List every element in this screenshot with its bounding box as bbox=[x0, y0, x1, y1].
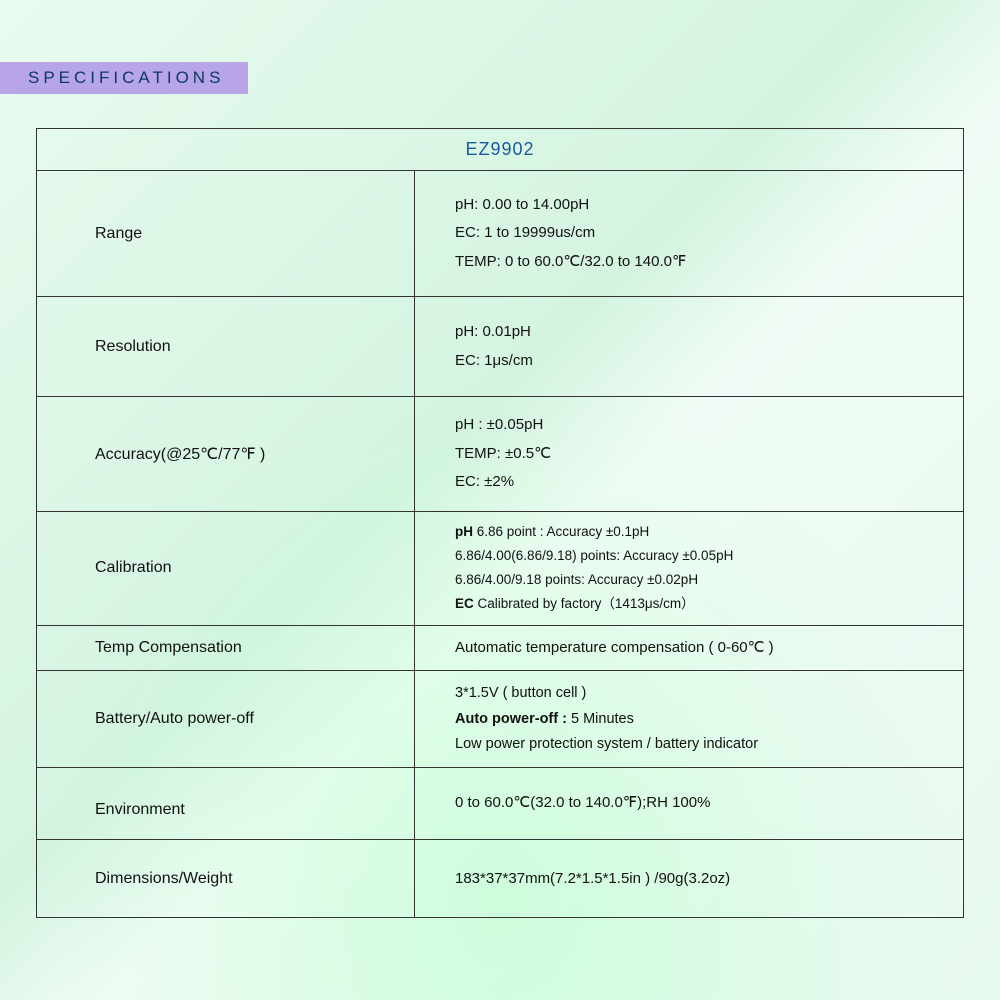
row-environment: Environment 0 to 60.0℃(32.0 to 140.0℉);R… bbox=[37, 768, 964, 840]
specifications-header: SPECIFICATIONS bbox=[0, 62, 248, 94]
row-calibration: Calibration pH 6.86 point : Accuracy ±0.… bbox=[37, 511, 964, 625]
resolution-line-2: EC: 1μs/cm bbox=[455, 347, 963, 376]
battery-line-3: Low power protection system / battery in… bbox=[455, 732, 963, 757]
accuracy-line-2: TEMP: ±0.5℃ bbox=[455, 440, 963, 469]
label-temp-compensation: Temp Compensation bbox=[37, 625, 415, 671]
calibration-line-2: 6.86/4.00(6.86/9.18) points: Accuracy ±0… bbox=[455, 544, 963, 568]
label-calibration: Calibration bbox=[37, 511, 415, 625]
battery-line-2: Auto power-off : 5 Minutes bbox=[455, 707, 963, 732]
calibration-line-4-rest: Calibrated by factory（1413μs/cm） bbox=[474, 596, 695, 611]
product-title-row: EZ9902 bbox=[37, 129, 964, 171]
value-battery: 3*1.5V ( button cell ) Auto power-off : … bbox=[415, 671, 964, 768]
value-temp-compensation: Automatic temperature compensation ( 0-6… bbox=[415, 625, 964, 671]
battery-apo-bold: Auto power-off : bbox=[455, 711, 567, 727]
range-line-3: TEMP: 0 to 60.0℃/32.0 to 140.0℉ bbox=[455, 248, 963, 277]
row-resolution: Resolution pH: 0.01pH EC: 1μs/cm bbox=[37, 297, 964, 397]
label-battery: Battery/Auto power-off bbox=[37, 671, 415, 768]
value-range: pH: 0.00 to 14.00pH EC: 1 to 19999us/cm … bbox=[415, 171, 964, 297]
value-calibration: pH 6.86 point : Accuracy ±0.1pH 6.86/4.0… bbox=[415, 511, 964, 625]
calibration-line-1-rest: 6.86 point : Accuracy ±0.1pH bbox=[473, 524, 649, 539]
specifications-table: EZ9902 Range pH: 0.00 to 14.00pH EC: 1 t… bbox=[36, 128, 964, 918]
accuracy-line-1: pH : ±0.05pH bbox=[455, 411, 963, 440]
value-resolution: pH: 0.01pH EC: 1μs/cm bbox=[415, 297, 964, 397]
value-accuracy: pH : ±0.05pH TEMP: ±0.5℃ EC: ±2% bbox=[415, 397, 964, 512]
row-temp-compensation: Temp Compensation Automatic temperature … bbox=[37, 625, 964, 671]
calibration-line-4: EC Calibrated by factory（1413μs/cm） bbox=[455, 592, 963, 616]
row-accuracy: Accuracy(@25℃/77℉ ) pH : ±0.05pH TEMP: ±… bbox=[37, 397, 964, 512]
row-range: Range pH: 0.00 to 14.00pH EC: 1 to 19999… bbox=[37, 171, 964, 297]
calibration-line-1: pH 6.86 point : Accuracy ±0.1pH bbox=[455, 520, 963, 544]
battery-line-1: 3*1.5V ( button cell ) bbox=[455, 681, 963, 706]
product-title: EZ9902 bbox=[37, 129, 964, 171]
row-battery: Battery/Auto power-off 3*1.5V ( button c… bbox=[37, 671, 964, 768]
battery-apo-rest: 5 Minutes bbox=[567, 711, 634, 727]
range-line-2: EC: 1 to 19999us/cm bbox=[455, 219, 963, 248]
calibration-ec-bold: EC bbox=[455, 596, 474, 611]
calibration-line-3: 6.86/4.00/9.18 points: Accuracy ±0.02pH bbox=[455, 568, 963, 592]
value-environment: 0 to 60.0℃(32.0 to 140.0℉);RH 100% bbox=[415, 768, 964, 840]
range-line-1: pH: 0.00 to 14.00pH bbox=[455, 191, 963, 220]
label-range: Range bbox=[37, 171, 415, 297]
label-dimensions: Dimensions/Weight bbox=[37, 840, 415, 918]
label-resolution: Resolution bbox=[37, 297, 415, 397]
value-dimensions: 183*37*37mm(7.2*1.5*1.5in ) /90g(3.2oz) bbox=[415, 840, 964, 918]
calibration-ph-bold: pH bbox=[455, 524, 473, 539]
resolution-line-1: pH: 0.01pH bbox=[455, 318, 963, 347]
accuracy-line-3: EC: ±2% bbox=[455, 468, 963, 497]
label-environment: Environment bbox=[37, 768, 415, 840]
row-dimensions: Dimensions/Weight 183*37*37mm(7.2*1.5*1.… bbox=[37, 840, 964, 918]
label-accuracy: Accuracy(@25℃/77℉ ) bbox=[37, 397, 415, 512]
specifications-header-text: SPECIFICATIONS bbox=[28, 68, 224, 88]
